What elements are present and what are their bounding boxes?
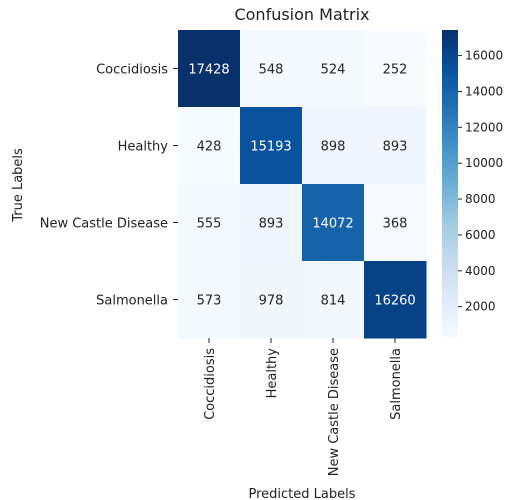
heatmap-cell <box>302 30 365 108</box>
heatmap-cell <box>240 107 303 185</box>
cell-value-label: 548 <box>259 63 284 78</box>
cell-value-label: 898 <box>321 140 346 155</box>
heatmap-cell <box>240 184 303 262</box>
heatmap-cell <box>302 261 365 339</box>
colorbar-tick-label: 6000 <box>465 228 496 242</box>
heatmap-cell <box>364 184 427 262</box>
cell-value-label: 14072 <box>312 217 353 232</box>
y-tick-label: New Castle Disease <box>40 217 168 232</box>
colorbar-tick-label: 16000 <box>465 49 503 63</box>
heatmap-cell <box>240 261 303 339</box>
y-tick-label: Salmonella <box>96 294 168 309</box>
cell-value-label: 252 <box>383 63 408 78</box>
heatmap-cell <box>364 30 427 108</box>
colorbar-tick-label: 14000 <box>465 84 503 98</box>
x-tick-label: New Castle Disease <box>327 348 342 476</box>
heatmap-cell <box>364 107 427 185</box>
cell-value-label: 814 <box>321 294 346 309</box>
heatmap-cell <box>178 184 241 262</box>
cell-value-label: 16260 <box>374 294 415 309</box>
colorbar-tick-label: 12000 <box>465 120 503 134</box>
y-tick-label: Healthy <box>118 140 169 155</box>
cell-value-label: 555 <box>197 217 222 232</box>
colorbar-tick-label: 10000 <box>465 156 503 170</box>
heatmap-cell <box>240 30 303 108</box>
cell-value-label: 893 <box>259 217 284 232</box>
cell-value-label: 15193 <box>250 140 291 155</box>
x-tick-label: Healthy <box>265 348 280 399</box>
heatmap-cell <box>178 107 241 185</box>
cell-value-label: 428 <box>197 140 222 155</box>
colorbar-tick-label: 2000 <box>465 300 496 314</box>
y-tick-label: Coccidiosis <box>96 63 168 78</box>
colorbar: 2000 4000 6000 8000 10000 12000 14000 16000 <box>442 30 503 338</box>
heatmap-cell <box>178 30 241 108</box>
heatmap-cells: 17428 548 524 252 428 15193 898 893 555 893 14072 3… <box>178 30 427 339</box>
y-axis-title: True Labels <box>11 148 26 223</box>
heatmap-cell <box>178 261 241 339</box>
cell-value-label: 978 <box>259 294 284 309</box>
chart-title: Confusion Matrix <box>234 5 369 24</box>
cell-value-label: 17428 <box>188 63 229 78</box>
cell-value-label: 368 <box>383 217 408 232</box>
x-tick-label: Salmonella <box>389 348 404 420</box>
colorbar-tick-label: 8000 <box>465 192 496 206</box>
cell-value-label: 524 <box>321 63 346 78</box>
heatmap-cell <box>302 107 365 185</box>
x-axis-title: Predicted Labels <box>248 487 355 500</box>
cell-value-label: 573 <box>197 294 222 309</box>
heatmap-cell <box>302 184 365 262</box>
cell-value-label: 893 <box>383 140 408 155</box>
x-axis-ticks: Coccidiosis Healthy New Castle Disease Salm… <box>203 338 404 476</box>
y-axis-ticks: Coccidiosis Healthy New Castle Disease Salm… <box>40 63 178 309</box>
colorbar-tick-label: 4000 <box>465 264 496 278</box>
heatmap-cell <box>364 261 427 339</box>
colorbar-gradient <box>442 30 458 338</box>
x-tick-label: Coccidiosis <box>203 348 218 420</box>
